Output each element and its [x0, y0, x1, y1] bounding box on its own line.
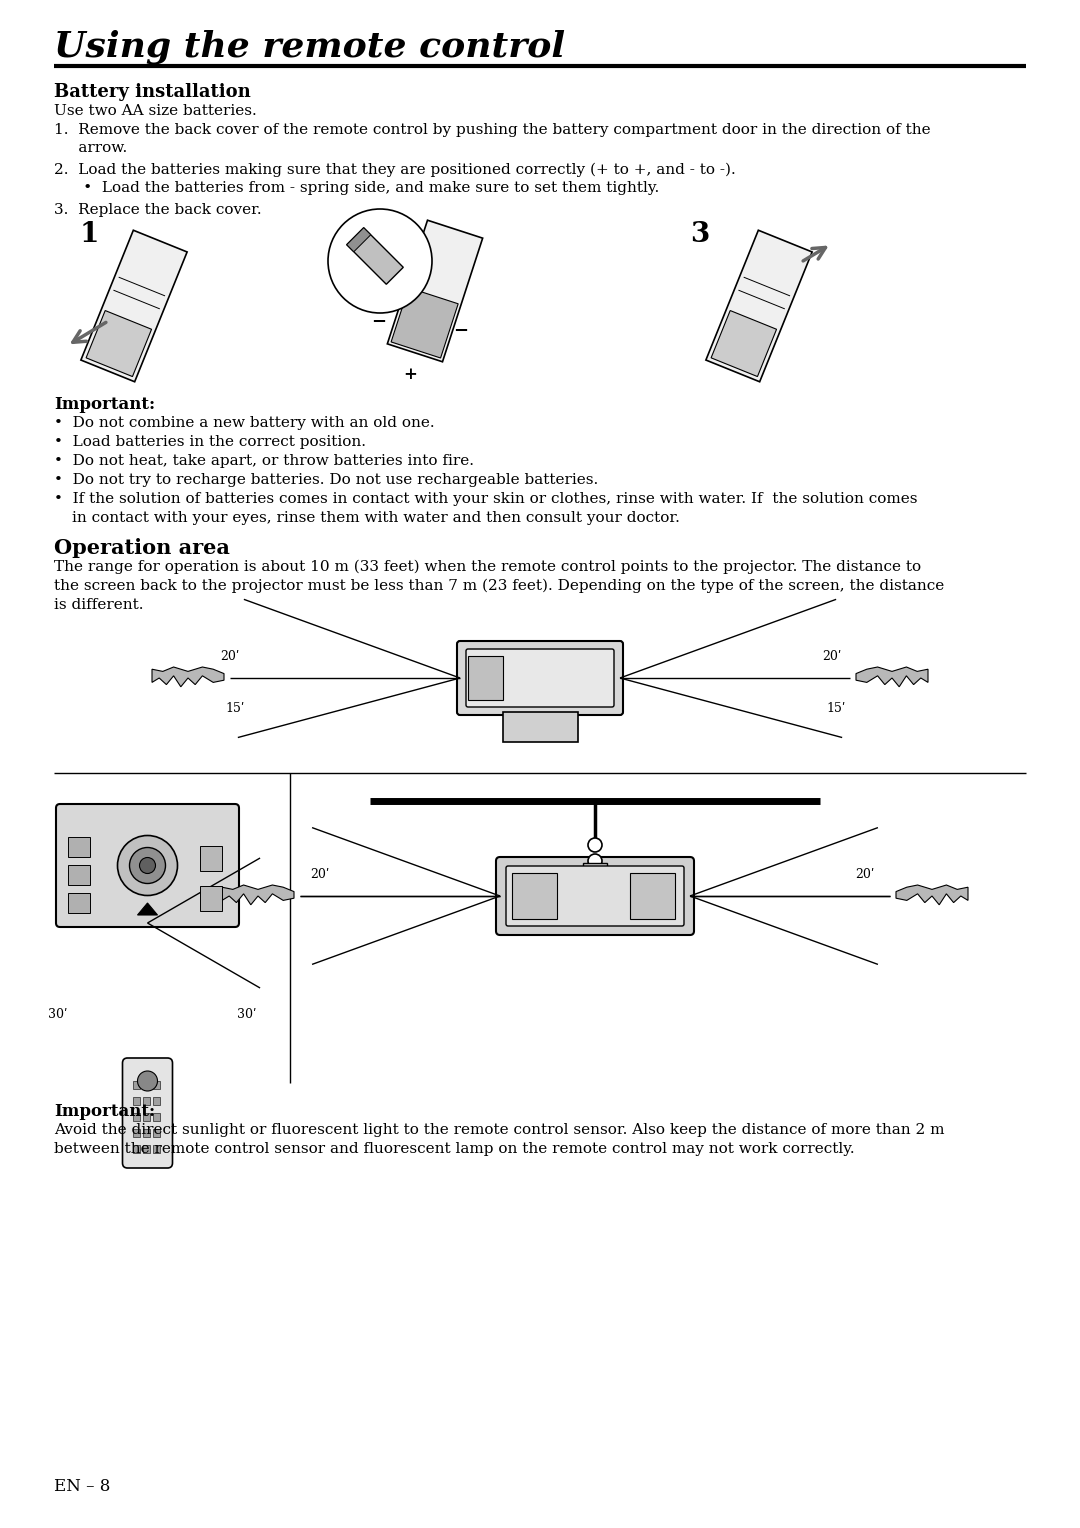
Text: the screen back to the projector must be less than 7 m (23 feet). Depending on t: the screen back to the projector must be… [54, 579, 944, 593]
Circle shape [588, 837, 602, 853]
Text: 20ʹ: 20ʹ [220, 649, 240, 663]
Text: 20ʹ: 20ʹ [855, 868, 875, 882]
Bar [68, 865, 90, 885]
Bar [152, 1080, 160, 1089]
Circle shape [139, 857, 156, 874]
Polygon shape [222, 885, 294, 905]
Bar [68, 892, 90, 914]
Bar [143, 1080, 149, 1089]
Bar [152, 1097, 160, 1105]
Text: 30ʹ: 30ʹ [48, 1008, 67, 1021]
Polygon shape [706, 231, 812, 382]
Text: between the remote control sensor and fluorescent lamp on the remote control may: between the remote control sensor and fl… [54, 1141, 854, 1157]
Polygon shape [347, 228, 370, 252]
Bar [133, 1112, 139, 1122]
Text: −: − [370, 313, 386, 332]
Bar [502, 712, 578, 743]
Text: 15ʹ: 15ʹ [225, 701, 244, 715]
Polygon shape [152, 668, 224, 686]
Polygon shape [388, 220, 483, 362]
Circle shape [588, 854, 602, 868]
Bar [143, 1097, 149, 1105]
FancyBboxPatch shape [457, 642, 623, 715]
Bar [143, 1129, 149, 1137]
Text: •  Do not try to recharge batteries. Do not use rechargeable batteries.: • Do not try to recharge batteries. Do n… [54, 474, 598, 487]
Bar [200, 886, 222, 911]
Text: 1: 1 [80, 222, 99, 248]
FancyBboxPatch shape [56, 804, 239, 927]
Polygon shape [347, 228, 403, 284]
Bar [468, 656, 503, 700]
Text: 30ʹ: 30ʹ [237, 1008, 257, 1021]
Text: in contact with your eyes, rinse them with water and then consult your doctor.: in contact with your eyes, rinse them wi… [72, 510, 680, 526]
Polygon shape [137, 903, 158, 915]
Bar [143, 1144, 149, 1154]
Polygon shape [711, 310, 777, 376]
Text: 2: 2 [380, 222, 400, 248]
Bar [152, 1129, 160, 1137]
Circle shape [130, 848, 165, 883]
Bar [133, 1129, 139, 1137]
Text: Avoid the direct sunlight or fluorescent light to the remote control sensor. Als: Avoid the direct sunlight or fluorescent… [54, 1123, 945, 1137]
Text: 2.  Load the batteries making sure that they are positioned correctly (+ to +, a: 2. Load the batteries making sure that t… [54, 163, 735, 177]
Polygon shape [896, 885, 968, 905]
Bar [133, 1080, 139, 1089]
Polygon shape [81, 231, 187, 382]
FancyBboxPatch shape [122, 1057, 173, 1167]
Polygon shape [86, 310, 151, 376]
Text: Using the remote control: Using the remote control [54, 31, 565, 64]
FancyBboxPatch shape [465, 649, 615, 707]
Bar [152, 1112, 160, 1122]
Text: 20ʹ: 20ʹ [310, 868, 329, 882]
Text: •  Load batteries in the correct position.: • Load batteries in the correct position… [54, 435, 366, 449]
Text: Use two AA size batteries.: Use two AA size batteries. [54, 104, 257, 118]
Text: 20ʹ: 20ʹ [822, 649, 841, 663]
Text: •  Load the batteries from - spring side, and make sure to set them tightly.: • Load the batteries from - spring side,… [54, 180, 659, 196]
Bar [68, 837, 90, 857]
Text: The range for operation is about 10 m (33 feet) when the remote control points t: The range for operation is about 10 m (3… [54, 559, 921, 575]
Bar [133, 1097, 139, 1105]
Text: Battery installation: Battery installation [54, 83, 251, 101]
Bar [200, 847, 222, 871]
Text: 1.  Remove the back cover of the remote control by pushing the battery compartme: 1. Remove the back cover of the remote c… [54, 122, 931, 138]
Bar [143, 1112, 149, 1122]
Text: +: + [403, 365, 417, 382]
FancyBboxPatch shape [496, 857, 694, 935]
Bar [512, 872, 557, 918]
Text: •  Do not combine a new battery with an old one.: • Do not combine a new battery with an o… [54, 416, 434, 429]
Polygon shape [391, 287, 458, 358]
Circle shape [137, 1071, 158, 1091]
Bar [152, 1144, 160, 1154]
FancyBboxPatch shape [507, 866, 684, 926]
Text: •  If the solution of batteries comes in contact with your skin or clothes, rins: • If the solution of batteries comes in … [54, 492, 918, 506]
Text: •  Do not heat, take apart, or throw batteries into fire.: • Do not heat, take apart, or throw batt… [54, 454, 474, 468]
Bar [583, 863, 607, 882]
Circle shape [328, 209, 432, 313]
Text: arrow.: arrow. [54, 141, 127, 154]
Circle shape [118, 836, 177, 895]
Polygon shape [856, 668, 928, 686]
Text: −: − [336, 266, 351, 284]
Text: Important:: Important: [54, 396, 156, 413]
Text: 3: 3 [690, 222, 710, 248]
Text: EN – 8: EN – 8 [54, 1478, 110, 1494]
Text: Important:: Important: [54, 1103, 156, 1120]
Text: −: − [454, 322, 469, 341]
Text: is different.: is different. [54, 597, 144, 613]
Text: Operation area: Operation area [54, 538, 230, 558]
Text: 15ʹ: 15ʹ [826, 701, 846, 715]
Bar [630, 872, 675, 918]
Bar [133, 1144, 139, 1154]
Text: 3.  Replace the back cover.: 3. Replace the back cover. [54, 203, 261, 217]
Text: +: + [402, 225, 416, 241]
